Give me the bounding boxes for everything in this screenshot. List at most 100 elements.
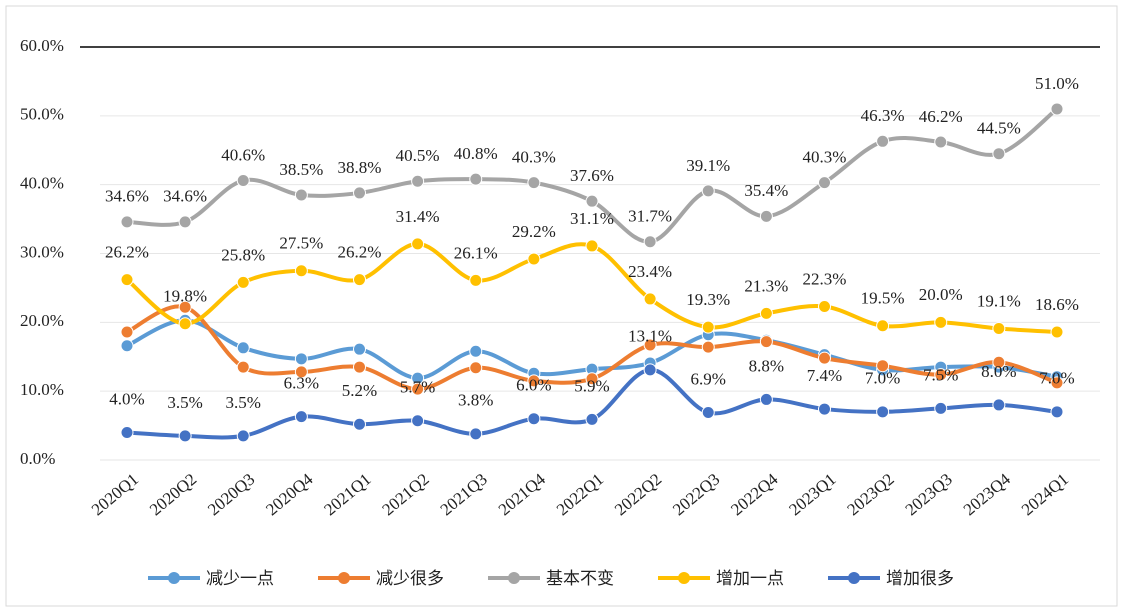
data-point: [585, 372, 599, 386]
legend-item: 减少很多: [318, 569, 444, 589]
legend-marker: [678, 572, 690, 584]
data-label: 46.2%: [919, 107, 963, 126]
y-tick-label: 30.0%: [20, 242, 64, 261]
data-label: 19.3%: [686, 290, 730, 309]
y-tick-label: 10.0%: [20, 380, 64, 399]
data-point: [527, 252, 541, 266]
data-label: 13.1%: [628, 327, 672, 346]
data-label: 5.7%: [400, 378, 435, 397]
data-point: [236, 341, 250, 355]
data-point: [759, 306, 773, 320]
data-point: [120, 425, 134, 439]
data-label: 31.4%: [396, 207, 440, 226]
data-label: 20.0%: [919, 285, 963, 304]
data-label: 40.3%: [512, 148, 556, 167]
data-point: [701, 320, 715, 334]
data-point: [527, 374, 541, 388]
data-label: 46.3%: [861, 106, 905, 125]
data-label: 18.6%: [1035, 295, 1079, 314]
data-point: [818, 402, 831, 416]
data-point: [353, 186, 366, 200]
data-label: 40.6%: [221, 145, 265, 164]
data-label: 22.3%: [803, 269, 847, 288]
data-point: [469, 361, 483, 375]
data-label: 7.4%: [807, 366, 842, 385]
data-point: [527, 412, 541, 426]
data-point: [236, 360, 250, 374]
data-label: 25.8%: [221, 245, 265, 264]
data-point: [643, 363, 657, 377]
data-label: 34.6%: [105, 187, 149, 206]
data-label: 8.0%: [981, 362, 1016, 381]
data-point: [411, 414, 425, 428]
data-point: [934, 135, 948, 149]
data-point: [992, 355, 1006, 369]
data-label: 5.9%: [574, 376, 609, 395]
data-label: 38.5%: [279, 160, 323, 179]
data-label: 3.5%: [167, 393, 202, 412]
data-label: 7.5%: [923, 365, 958, 384]
data-point: [294, 352, 308, 366]
data-label: 19.5%: [861, 289, 905, 308]
data-point: [992, 398, 1006, 412]
data-point: [585, 239, 599, 253]
legend-marker: [168, 572, 180, 584]
legend-marker: [338, 572, 350, 584]
series-line: [126, 107, 1059, 244]
data-point: [1050, 102, 1064, 116]
series-line: [126, 318, 1058, 381]
data-point: [120, 215, 134, 229]
y-tick-label: 0.0%: [20, 449, 55, 468]
data-label: 38.8%: [338, 158, 382, 177]
series-line: [126, 367, 1058, 440]
data-label: 8.8%: [749, 356, 784, 375]
data-label: 4.0%: [109, 389, 144, 408]
legend-label: 基本不变: [546, 569, 614, 589]
legend-marker: [848, 572, 860, 584]
legend-item: 基本不变: [488, 569, 614, 589]
data-label: 21.3%: [744, 276, 788, 295]
data-point: [178, 300, 192, 314]
legend-label: 增加一点: [716, 569, 784, 589]
data-point: [876, 319, 890, 333]
data-point: [236, 429, 250, 443]
data-point: [294, 188, 308, 202]
data-label: 19.8%: [163, 287, 207, 306]
data-point: [934, 368, 948, 382]
data-label: 37.6%: [570, 166, 614, 185]
data-point: [992, 322, 1006, 336]
data-label: 3.8%: [458, 391, 493, 410]
data-point: [353, 273, 366, 287]
data-point: [701, 184, 715, 198]
data-point: [411, 237, 425, 251]
data-point: [876, 134, 890, 148]
data-point: [178, 215, 192, 229]
data-label: 19.1%: [977, 291, 1021, 310]
data-point: [643, 338, 657, 352]
data-label: 6.0%: [516, 376, 551, 395]
data-point: [469, 273, 483, 287]
data-point: [876, 359, 890, 373]
data-point: [236, 174, 250, 188]
data-point: [294, 365, 308, 379]
data-label: 40.5%: [396, 146, 440, 165]
data-point: [934, 315, 948, 329]
data-point: [818, 176, 831, 190]
data-label: 26.2%: [338, 243, 382, 262]
data-label: 40.3%: [803, 148, 847, 167]
data-point: [469, 427, 483, 441]
data-label: 40.8%: [454, 144, 498, 163]
data-point: [469, 344, 483, 358]
data-label: 31.1%: [570, 209, 614, 228]
data-point: [701, 406, 715, 420]
data-point: [759, 209, 773, 223]
data-point: [178, 317, 192, 331]
legend-marker: [508, 572, 520, 584]
data-point: [585, 412, 599, 426]
data-point: [759, 392, 773, 406]
data-point: [120, 339, 134, 353]
series-line: [126, 304, 1058, 392]
data-label: 6.9%: [691, 369, 726, 388]
data-point: [353, 360, 366, 374]
